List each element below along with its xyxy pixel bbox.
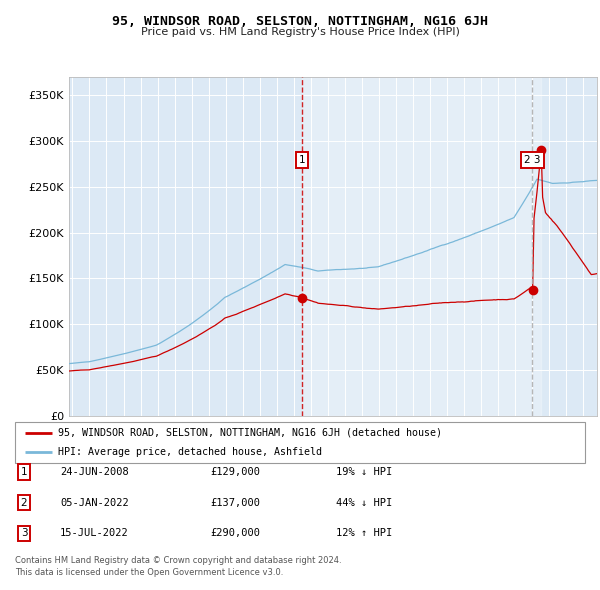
Text: £129,000: £129,000: [210, 467, 260, 477]
Text: 19% ↓ HPI: 19% ↓ HPI: [336, 467, 392, 477]
Bar: [302, 77, 541, 416]
Text: 95, WINDSOR ROAD, SELSTON, NOTTINGHAM, NG16 6JH (detached house): 95, WINDSOR ROAD, SELSTON, NOTTINGHAM, N…: [58, 428, 442, 438]
Text: 2: 2: [20, 498, 28, 507]
Text: 95, WINDSOR ROAD, SELSTON, NOTTINGHAM, NG16 6JH: 95, WINDSOR ROAD, SELSTON, NOTTINGHAM, N…: [112, 15, 488, 28]
Text: 15-JUL-2022: 15-JUL-2022: [60, 529, 129, 538]
Text: 24-JUN-2008: 24-JUN-2008: [60, 467, 129, 477]
Text: Contains HM Land Registry data © Crown copyright and database right 2024.: Contains HM Land Registry data © Crown c…: [15, 556, 341, 565]
Text: 44% ↓ HPI: 44% ↓ HPI: [336, 498, 392, 507]
Text: 2 3: 2 3: [524, 155, 541, 165]
Text: £137,000: £137,000: [210, 498, 260, 507]
Text: 05-JAN-2022: 05-JAN-2022: [60, 498, 129, 507]
Text: 12% ↑ HPI: 12% ↑ HPI: [336, 529, 392, 538]
Text: This data is licensed under the Open Government Licence v3.0.: This data is licensed under the Open Gov…: [15, 568, 283, 577]
Text: 3: 3: [20, 529, 28, 538]
Text: 1: 1: [299, 155, 305, 165]
Text: £290,000: £290,000: [210, 529, 260, 538]
Text: 1: 1: [20, 467, 28, 477]
Text: Price paid vs. HM Land Registry's House Price Index (HPI): Price paid vs. HM Land Registry's House …: [140, 27, 460, 37]
Text: HPI: Average price, detached house, Ashfield: HPI: Average price, detached house, Ashf…: [58, 447, 322, 457]
